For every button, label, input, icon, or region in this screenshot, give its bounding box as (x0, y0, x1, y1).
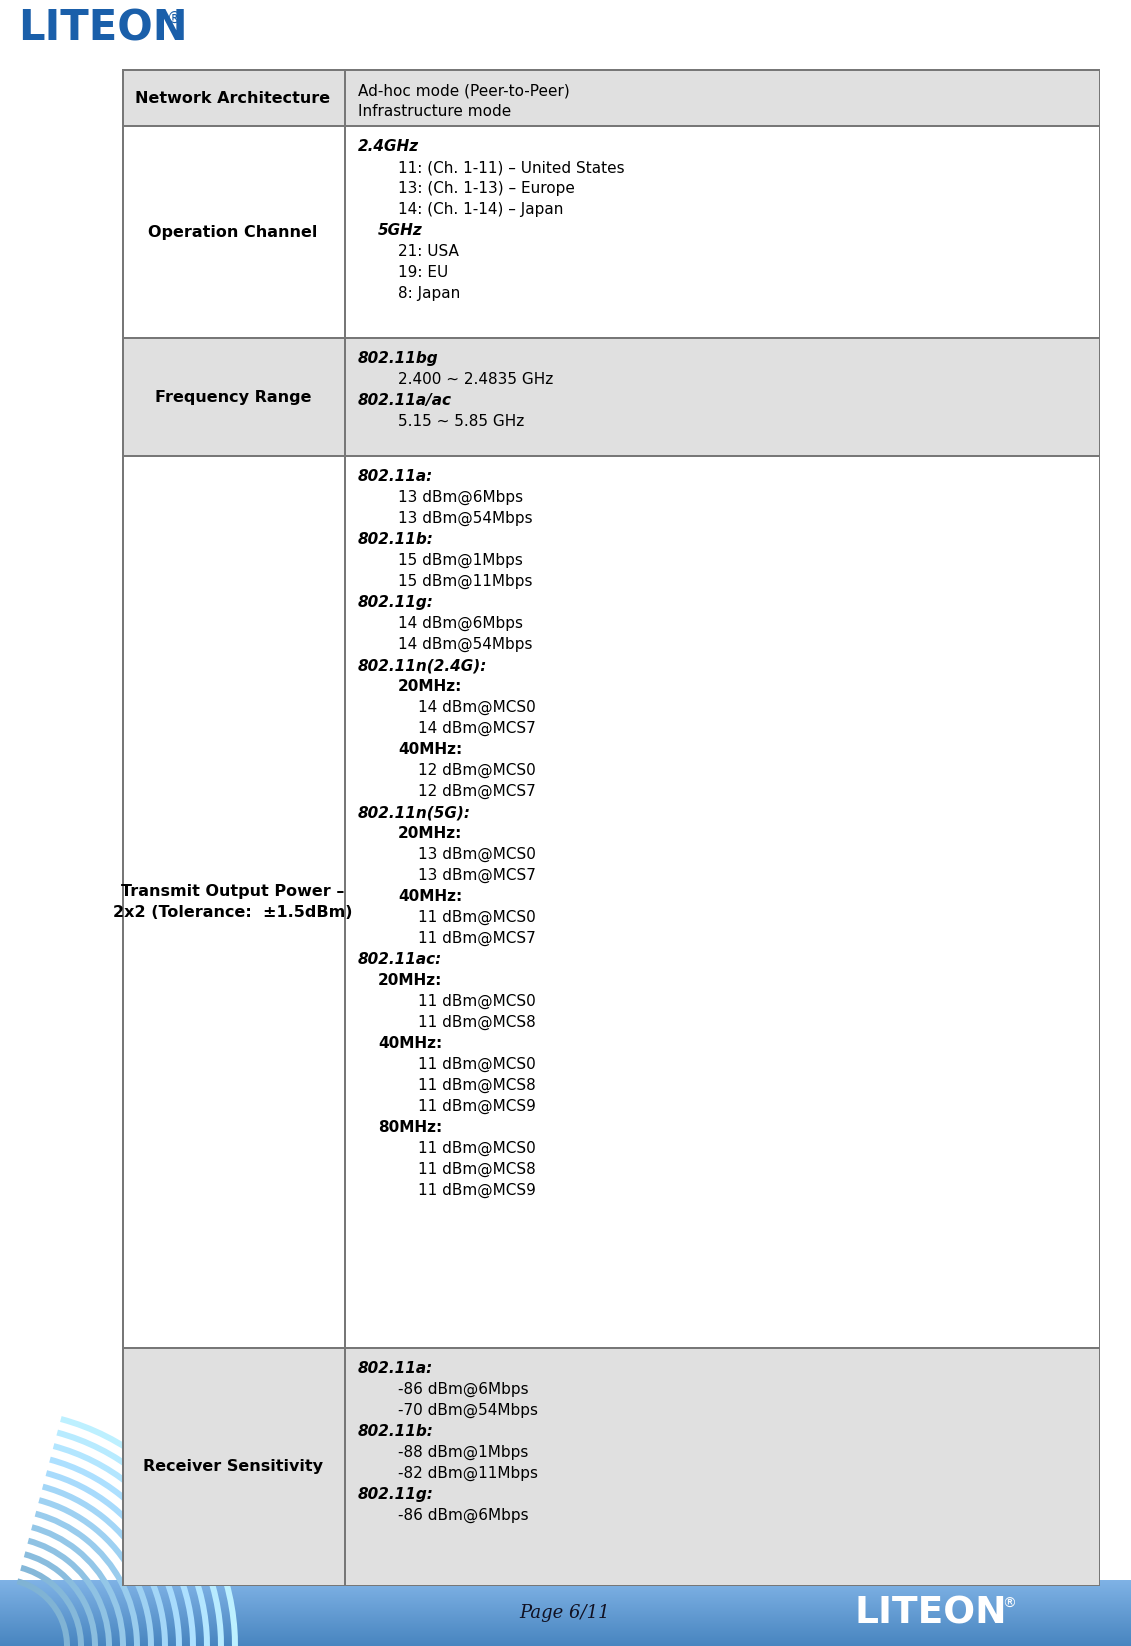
Bar (0, 0, 1131, 71)
Text: 2.400 ~ 2.4835 GHz: 2.400 ~ 2.4835 GHz (398, 372, 553, 387)
Text: 802.11b:: 802.11b: (359, 532, 434, 546)
Text: 13 dBm@6Mbps: 13 dBm@6Mbps (398, 491, 524, 505)
Bar (122, 71, 123, 1587)
Text: Page 6/11: Page 6/11 (519, 1603, 611, 1621)
Text: Receiver Sensitivity: Receiver Sensitivity (143, 1460, 323, 1475)
Text: 20MHz:: 20MHz: (398, 680, 463, 695)
Text: 13 dBm@MCS0: 13 dBm@MCS0 (418, 848, 536, 863)
Wedge shape (38, 1498, 154, 1646)
Text: 11 dBm@MCS7: 11 dBm@MCS7 (418, 932, 536, 946)
Text: 13 dBm@MCS7: 13 dBm@MCS7 (418, 867, 536, 884)
Text: 12 dBm@MCS7: 12 dBm@MCS7 (418, 783, 536, 800)
Text: 802.11g:: 802.11g: (359, 594, 434, 611)
Text: 5.15 ~ 5.85 GHz: 5.15 ~ 5.85 GHz (398, 415, 525, 430)
Wedge shape (20, 1565, 84, 1646)
Text: 802.11n(5G):: 802.11n(5G): (359, 805, 470, 820)
Bar (1098, 71, 1100, 1587)
Text: 802.11a:: 802.11a: (359, 1361, 433, 1376)
Text: -88 dBm@1Mbps: -88 dBm@1Mbps (398, 1445, 528, 1460)
Bar (122, 71, 1100, 127)
Text: -82 dBm@11Mbps: -82 dBm@11Mbps (398, 1467, 538, 1481)
Text: 802.11ac:: 802.11ac: (359, 951, 442, 966)
Text: Operation Channel: Operation Channel (148, 224, 318, 240)
Text: 21: USA: 21: USA (398, 244, 459, 258)
Bar (344, 71, 345, 1587)
Text: 14 dBm@MCS7: 14 dBm@MCS7 (418, 721, 536, 736)
Text: 11 dBm@MCS9: 11 dBm@MCS9 (418, 1183, 536, 1198)
Bar (122, 456, 1100, 1348)
Text: ®: ® (167, 10, 182, 25)
Wedge shape (49, 1457, 196, 1646)
Text: 12 dBm@MCS0: 12 dBm@MCS0 (418, 764, 536, 779)
Text: 19: EU: 19: EU (398, 265, 448, 280)
Text: 40MHz:: 40MHz: (398, 889, 463, 904)
Text: 11 dBm@MCS9: 11 dBm@MCS9 (418, 1100, 536, 1114)
Wedge shape (57, 1430, 224, 1646)
Text: 11 dBm@MCS8: 11 dBm@MCS8 (418, 1162, 536, 1177)
Text: 20MHz:: 20MHz: (378, 973, 442, 988)
Text: 20MHz:: 20MHz: (398, 826, 463, 841)
Text: 80MHz:: 80MHz: (378, 1119, 442, 1136)
Text: LITEON: LITEON (18, 7, 188, 49)
Text: 40MHz:: 40MHz: (398, 742, 463, 757)
Text: 802.11a/ac: 802.11a/ac (359, 393, 452, 408)
Wedge shape (53, 1444, 210, 1646)
Text: 802.11n(2.4G):: 802.11n(2.4G): (359, 658, 487, 673)
Text: 8: Japan: 8: Japan (398, 286, 460, 301)
Text: 802.11a:: 802.11a: (359, 469, 433, 484)
Text: 2.4GHz: 2.4GHz (359, 138, 420, 155)
Wedge shape (24, 1551, 98, 1646)
Text: Infrastructure mode: Infrastructure mode (359, 104, 511, 119)
Text: 14: (Ch. 1-14) – Japan: 14: (Ch. 1-14) – Japan (398, 202, 563, 217)
Text: 11 dBm@MCS0: 11 dBm@MCS0 (418, 994, 536, 1009)
Text: 11 dBm@MCS0: 11 dBm@MCS0 (418, 910, 536, 925)
Wedge shape (45, 1470, 182, 1646)
Text: -70 dBm@54Mbps: -70 dBm@54Mbps (398, 1402, 538, 1419)
Text: 13 dBm@54Mbps: 13 dBm@54Mbps (398, 510, 533, 527)
Wedge shape (31, 1524, 126, 1646)
Text: 11 dBm@MCS0: 11 dBm@MCS0 (418, 1141, 536, 1155)
Bar (122, 337, 1100, 456)
Text: Transmit Output Power –
2x2 (Tolerance:  ±1.5dBm): Transmit Output Power – 2x2 (Tolerance: … (113, 884, 353, 920)
Wedge shape (35, 1511, 140, 1646)
Text: 15 dBm@1Mbps: 15 dBm@1Mbps (398, 553, 523, 568)
Wedge shape (27, 1537, 112, 1646)
Text: 802.11bg: 802.11bg (359, 351, 439, 365)
Text: 40MHz:: 40MHz: (378, 1035, 442, 1052)
Text: Ad-hoc mode (Peer-to-Peer): Ad-hoc mode (Peer-to-Peer) (359, 82, 570, 99)
Wedge shape (42, 1483, 169, 1646)
Wedge shape (60, 1416, 238, 1646)
Text: 15 dBm@11Mbps: 15 dBm@11Mbps (398, 574, 533, 589)
Text: 11 dBm@MCS8: 11 dBm@MCS8 (418, 1016, 536, 1030)
Text: 802.11g:: 802.11g: (359, 1486, 434, 1503)
Text: 5GHz: 5GHz (378, 222, 423, 239)
Text: Network Architecture: Network Architecture (136, 91, 330, 105)
Text: -86 dBm@6Mbps: -86 dBm@6Mbps (398, 1383, 528, 1397)
Text: 11 dBm@MCS8: 11 dBm@MCS8 (418, 1078, 536, 1093)
Wedge shape (17, 1579, 70, 1646)
Text: ®: ® (1002, 1597, 1016, 1611)
Text: 14 dBm@54Mbps: 14 dBm@54Mbps (398, 637, 533, 652)
Text: LITEON: LITEON (855, 1595, 1008, 1631)
Text: 11 dBm@MCS0: 11 dBm@MCS0 (418, 1057, 536, 1072)
Text: 14 dBm@MCS0: 14 dBm@MCS0 (418, 700, 536, 716)
Text: -86 dBm@6Mbps: -86 dBm@6Mbps (398, 1508, 528, 1523)
Bar (122, 1348, 1100, 1587)
Bar (122, 127, 1100, 337)
Text: Frequency Range: Frequency Range (155, 390, 311, 405)
Text: 14 dBm@6Mbps: 14 dBm@6Mbps (398, 616, 523, 630)
Text: 11: (Ch. 1-11) – United States: 11: (Ch. 1-11) – United States (398, 160, 624, 174)
Text: 13: (Ch. 1-13) – Europe: 13: (Ch. 1-13) – Europe (398, 181, 575, 196)
Text: 802.11b:: 802.11b: (359, 1424, 434, 1439)
